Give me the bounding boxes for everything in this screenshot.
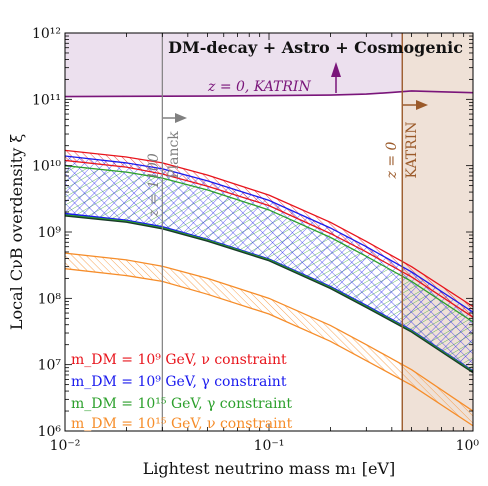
legend-entry-gamma9: m_DM = 10⁹ GeV, γ constraint — [71, 374, 287, 390]
x-tick-label: 10⁰ — [456, 438, 480, 454]
legend-entry-nu15: m_DM = 10¹⁵ GeV, ν constraint — [71, 416, 293, 432]
combined-lower-bound-line — [65, 215, 473, 374]
y-tick-label: 10¹¹ — [32, 92, 61, 108]
chart-title: DM-decay + Astro + Cosmogenic — [168, 38, 463, 57]
tick-labels: 10⁻² 10⁻¹ 10⁰ 10⁶ 10⁷ 10⁸ 10⁹ 10¹⁰ 10¹¹ 10¹² — [32, 26, 479, 454]
y-tick-label: 10⁷ — [38, 358, 62, 374]
tick-marks — [64, 33, 474, 432]
legend-entry-gamma15: m_DM = 10¹⁵ GeV, γ constraint — [71, 396, 292, 412]
y-axis-label: Local CνB overdensity ξ — [7, 134, 26, 330]
y-tick-label: 10⁹ — [38, 225, 62, 241]
band-gamma15-lower-line — [65, 214, 473, 373]
excluded-region-above-katrin-bound — [65, 33, 473, 97]
katrin-mass-right-arrowhead-icon — [416, 100, 428, 110]
band-nu9-lower-line — [65, 159, 473, 318]
band-nu15-fill — [65, 253, 473, 426]
planck-label: Planck — [166, 131, 182, 179]
y-tick-label: 10¹² — [32, 26, 61, 42]
katrin-overdensity-bound-line — [65, 90, 473, 98]
legend: m_DM = 10⁹ GeV, ν constraint m_DM = 10⁹ … — [71, 352, 293, 432]
band-gamma15-upper-line — [65, 165, 473, 323]
band-gamma9-fill — [65, 155, 473, 372]
y-tick-label: 10⁶ — [38, 424, 62, 440]
x-axis-label: Lightest neutrino mass m₁ [eV] — [143, 459, 396, 478]
planck-z-label: z = 1100 — [146, 153, 162, 218]
x-tick-label: 10⁻¹ — [254, 438, 285, 454]
y-tick-label: 10⁸ — [38, 291, 62, 307]
planck-right-arrowhead-icon — [175, 113, 187, 123]
band-nu15-lower-line — [65, 268, 473, 427]
katrin-line-label: z = 0, KATRIN — [207, 79, 311, 95]
katrin-mass-label: KATRIN — [404, 122, 420, 179]
band-gamma9-upper-line — [65, 155, 473, 313]
katrin-mass-z-label: z = 0 — [384, 141, 400, 179]
band-nu15-upper-line — [65, 252, 473, 412]
legend-entry-nu9: m_DM = 10⁹ GeV, ν constraint — [71, 352, 287, 368]
y-tick-label: 10¹⁰ — [32, 159, 61, 175]
x-tick-label: 10⁻² — [50, 438, 81, 454]
band-nu9-upper-line — [65, 149, 473, 308]
katrin-up-arrowhead-icon — [331, 62, 341, 77]
